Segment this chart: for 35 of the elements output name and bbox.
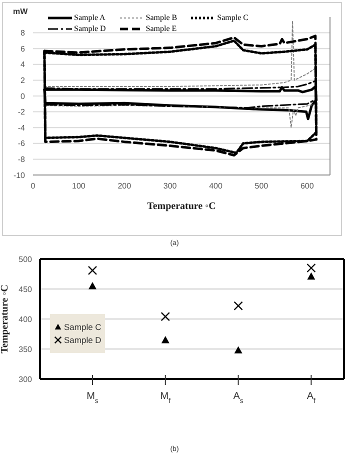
y-axis-title: Temperature ◦C [0, 284, 11, 354]
x-tick-label: 200 [118, 182, 132, 191]
y-tick-label: -4 [18, 123, 26, 132]
y-tick-label: 500 [18, 254, 33, 264]
x-tick-label: 300 [163, 182, 178, 191]
legend-label: Sample A [74, 13, 106, 22]
y-tick-label: -10 [13, 170, 26, 180]
y-tick-label: 0 [20, 92, 26, 101]
y-tick-label: -2 [18, 108, 26, 117]
x-tick-label: 100 [72, 182, 86, 191]
legend-label: Sample B [146, 13, 178, 22]
legend-label: Sample D [74, 24, 106, 33]
legend-label: Sample C [217, 13, 248, 22]
y-tick-label: 4 [20, 60, 26, 70]
y-axis-title: mW [13, 7, 28, 16]
x-axis-title: Temperature ◦C [147, 201, 216, 212]
y-tick-label: 8 [20, 28, 26, 38]
x-tick-label: A$_{s}$ [233, 391, 244, 404]
x-tick-label: A$_{f}$ [306, 391, 316, 404]
y-tick-label: 450 [18, 284, 33, 294]
x-tick-label: M$_{f}$ [160, 391, 171, 404]
y-tick-label: 2 [20, 76, 26, 86]
x-tick-label: 600 [300, 182, 314, 191]
legend-label: Sample E [146, 24, 177, 33]
x-tick-label: 500 [254, 182, 269, 191]
y-tick-label: 400 [18, 314, 33, 324]
y-tick-label: 300 [18, 374, 33, 384]
x-tick-label: M$_{s}$ [86, 391, 99, 404]
y-tick-label: 6 [20, 44, 26, 54]
legend-label: Sample C [64, 322, 102, 332]
y-tick-label: -8 [18, 155, 26, 164]
y-tick-label: -6 [18, 139, 26, 148]
y-tick-label: 350 [18, 344, 33, 354]
x-tick-label: 400 [209, 182, 223, 191]
legend-label: Sample D [64, 335, 102, 345]
